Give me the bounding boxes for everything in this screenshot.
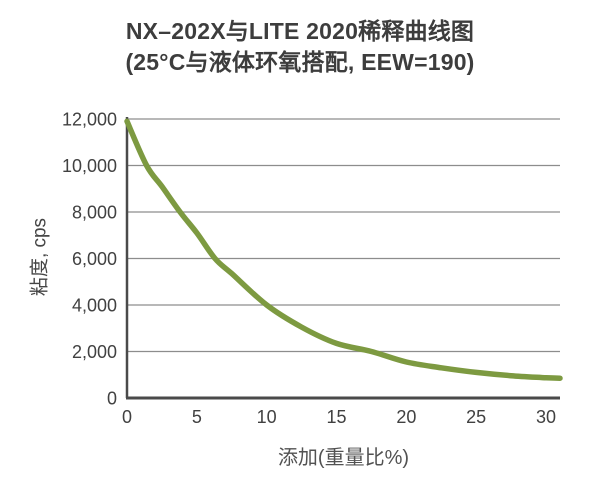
- chart-title-line1: NX–202X与LITE 2020稀释曲线图: [125, 18, 475, 44]
- x-tick-label: 25: [466, 407, 486, 427]
- dilution-curve: [124, 118, 563, 381]
- y-tick-label: 4,000: [72, 295, 117, 315]
- y-tick-label: 6,000: [72, 249, 117, 269]
- y-tick-label: 0: [107, 388, 117, 408]
- x-tick-label: 10: [257, 407, 277, 427]
- y-tick-label: 2,000: [72, 342, 117, 362]
- x-tick-label: 15: [327, 407, 347, 427]
- chart-title-line2: (25°C与液体环氧搭配, EEW=190): [125, 49, 475, 75]
- x-axis-title: 添加(重量比%): [277, 447, 410, 469]
- y-axis-title-text: 粘度, cps: [29, 217, 51, 297]
- y-tick-label: 10,000: [62, 156, 117, 176]
- chart-title: NX–202X与LITE 2020稀释曲线图 (25°C与液体环氧搭配, EEW…: [0, 16, 600, 78]
- x-tick-label: 20: [396, 407, 416, 427]
- y-tick-label: 12,000: [62, 109, 117, 129]
- x-tick-label: 30: [536, 407, 556, 427]
- y-tick-label: 8,000: [72, 202, 117, 222]
- x-tick-label: 0: [122, 407, 132, 427]
- x-tick-label: 5: [192, 407, 202, 427]
